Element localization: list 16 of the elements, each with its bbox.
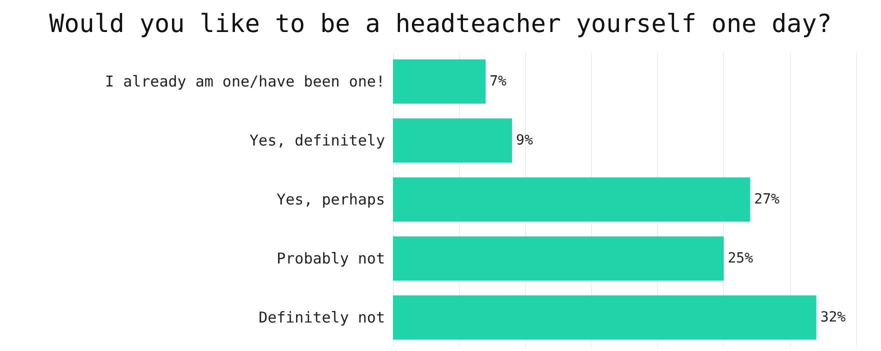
bar [393, 59, 486, 104]
data-label: 25% [728, 250, 754, 266]
data-label: 7% [490, 74, 508, 90]
chart-title: Would you like to be a headteacher yourself one day? [49, 9, 832, 38]
data-label: 32% [820, 310, 846, 326]
y-tick-label: Definitely not [258, 308, 385, 326]
data-label: 27% [754, 192, 780, 208]
bar [393, 295, 816, 340]
data-label: 9% [516, 132, 534, 148]
y-tick-label: Yes, perhaps [276, 190, 385, 208]
bar [393, 118, 512, 163]
y-tick-label: Probably not [276, 250, 385, 268]
bar [393, 236, 724, 281]
y-tick-label: I already am one/have been one! [105, 72, 385, 90]
y-tick-label: Yes, definitely [250, 132, 385, 150]
bar [393, 177, 750, 222]
